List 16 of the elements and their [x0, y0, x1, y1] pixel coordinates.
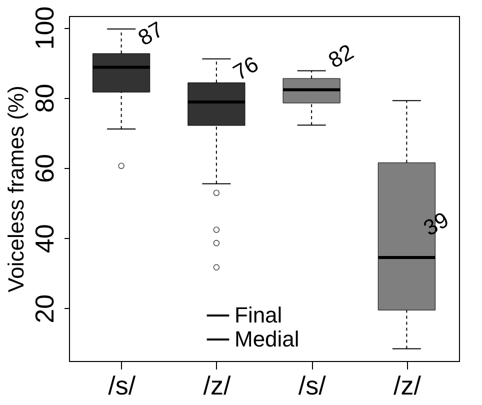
- annotation: 87: [134, 16, 168, 51]
- x-tick-label: /s/: [298, 370, 327, 400]
- annotation: 82: [324, 39, 358, 73]
- annotation: 39: [419, 206, 453, 241]
- annotation: 76: [228, 51, 263, 86]
- y-tick-label: 80: [30, 84, 60, 113]
- x-tick-label: /z/: [393, 370, 422, 400]
- legend-label: Medial: [234, 326, 300, 352]
- x-tick-label: /s/: [108, 370, 136, 400]
- y-tick-label: 40: [30, 224, 60, 254]
- y-tick-label: 100: [30, 6, 60, 50]
- y-tick-label: 60: [30, 154, 60, 183]
- y-axis-title: Voiceless frames (%): [4, 86, 28, 292]
- legend-label: Final: [234, 302, 282, 328]
- y-tick-label: 20: [30, 294, 60, 324]
- x-tick-label: /z/: [203, 370, 232, 400]
